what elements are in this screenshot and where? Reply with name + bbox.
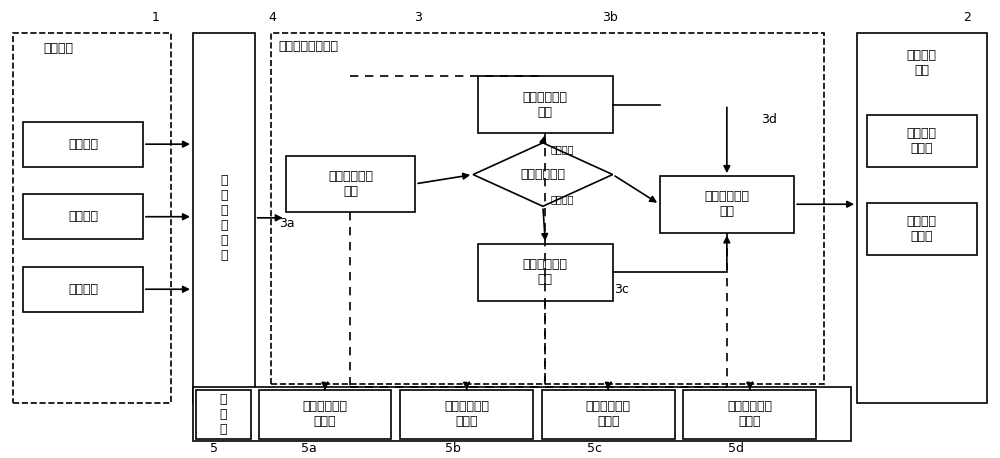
- FancyBboxPatch shape: [857, 33, 987, 403]
- Text: 5b: 5b: [445, 442, 461, 455]
- Text: 3c: 3c: [614, 283, 629, 296]
- FancyBboxPatch shape: [271, 33, 824, 384]
- Text: 数据采集: 数据采集: [43, 43, 73, 55]
- Text: 1: 1: [152, 11, 160, 24]
- Text: 3b: 3b: [602, 11, 618, 24]
- FancyBboxPatch shape: [193, 33, 255, 403]
- Text: 智慧路灯: 智慧路灯: [68, 138, 98, 151]
- FancyBboxPatch shape: [23, 194, 143, 240]
- FancyBboxPatch shape: [867, 114, 977, 167]
- Text: 报警数据: 报警数据: [551, 145, 574, 155]
- Text: 照度数据: 照度数据: [551, 195, 574, 204]
- Text: 5a: 5a: [301, 442, 316, 455]
- Text: 数据总量异常
标记库: 数据总量异常 标记库: [727, 400, 772, 428]
- Text: 数据频率异常
标记库: 数据频率异常 标记库: [302, 400, 347, 428]
- Text: 数据存储
机构: 数据存储 机构: [907, 49, 937, 76]
- FancyBboxPatch shape: [400, 390, 533, 439]
- FancyBboxPatch shape: [542, 390, 675, 439]
- Text: 智慧路灯: 智慧路灯: [68, 283, 98, 296]
- FancyBboxPatch shape: [478, 76, 613, 133]
- Text: 数据频率控制
模块: 数据频率控制 模块: [328, 170, 373, 198]
- FancyBboxPatch shape: [23, 267, 143, 312]
- Text: 数据总量控制
模块: 数据总量控制 模块: [704, 190, 749, 218]
- Text: 报警数据异常
标记库: 报警数据异常 标记库: [444, 400, 489, 428]
- Text: 数据质量控制模块: 数据质量控制模块: [279, 40, 339, 53]
- FancyBboxPatch shape: [13, 33, 171, 403]
- Text: 数
据
集
中
模
块: 数 据 集 中 模 块: [220, 174, 228, 262]
- Text: 5: 5: [210, 442, 218, 455]
- Polygon shape: [473, 143, 613, 206]
- Text: 数据类型判断: 数据类型判断: [520, 168, 565, 181]
- FancyBboxPatch shape: [193, 387, 851, 441]
- FancyBboxPatch shape: [660, 176, 794, 233]
- Text: 照度数据异常
标记库: 照度数据异常 标记库: [586, 400, 631, 428]
- Text: 智慧路灯: 智慧路灯: [68, 210, 98, 223]
- FancyBboxPatch shape: [683, 390, 816, 439]
- Text: 3a: 3a: [279, 217, 294, 230]
- Text: 2: 2: [963, 11, 971, 24]
- FancyBboxPatch shape: [196, 390, 251, 439]
- Text: 3d: 3d: [761, 113, 777, 126]
- FancyBboxPatch shape: [286, 156, 415, 212]
- FancyBboxPatch shape: [259, 390, 391, 439]
- FancyBboxPatch shape: [23, 121, 143, 167]
- Text: 5c: 5c: [587, 442, 602, 455]
- FancyBboxPatch shape: [867, 203, 977, 255]
- Text: 4: 4: [269, 11, 277, 24]
- Text: 标
记
库: 标 记 库: [220, 393, 227, 436]
- Text: 5d: 5d: [728, 442, 744, 455]
- Text: 3: 3: [414, 11, 422, 24]
- Text: 结构化照
明数据: 结构化照 明数据: [907, 215, 937, 243]
- Text: 照度数据控制
模块: 照度数据控制 模块: [523, 258, 568, 286]
- FancyBboxPatch shape: [478, 244, 613, 300]
- Text: 结构化照
明数据: 结构化照 明数据: [907, 127, 937, 155]
- Text: 报警数据控制
模块: 报警数据控制 模块: [523, 91, 568, 119]
